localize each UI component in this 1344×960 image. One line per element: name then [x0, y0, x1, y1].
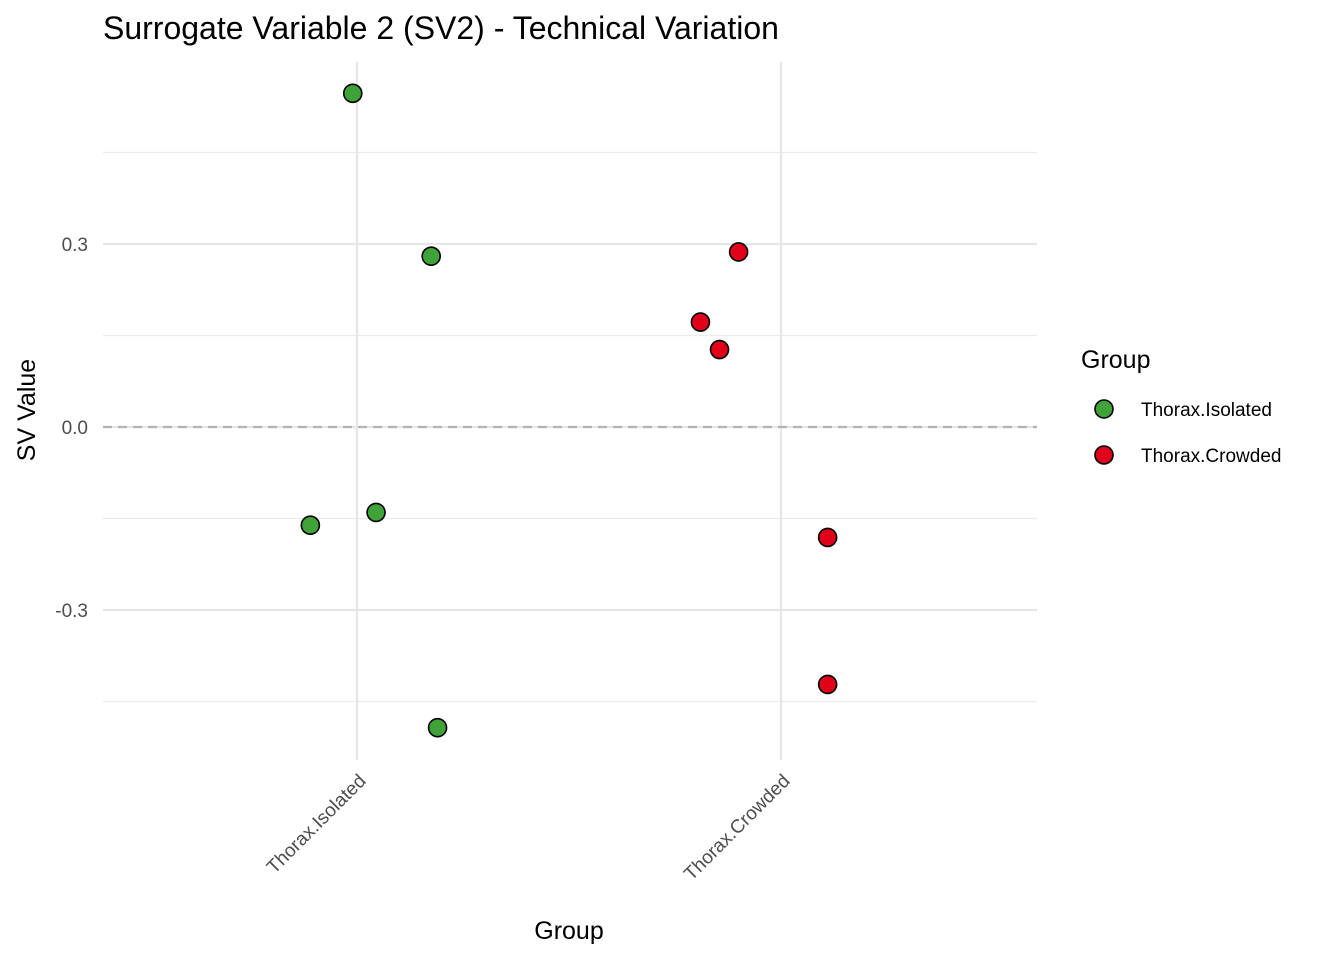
legend-label: Thorax.Isolated	[1141, 400, 1272, 421]
legend-label: Thorax.Crowded	[1141, 446, 1281, 467]
x-axis-title: Group	[534, 917, 603, 945]
data-point	[817, 527, 838, 548]
x-tick-label: Thorax.Crowded	[680, 771, 794, 885]
data-point	[817, 674, 838, 695]
minor-gridlines	[103, 151, 1037, 703]
y-tick-label: 0.0	[62, 418, 88, 439]
data-point	[421, 246, 442, 267]
y-axis-title: SV Value	[13, 359, 41, 461]
x-axis-tick-labels: Thorax.Isolated Thorax.Crowded	[263, 771, 794, 885]
data-point	[690, 312, 711, 332]
data-point	[366, 502, 386, 523]
data-point	[342, 83, 363, 104]
y-tick-label: 0.3	[62, 235, 88, 256]
y-axis-tick-labels: -0.3 0.0 0.3	[55, 235, 88, 622]
data-point	[427, 717, 448, 738]
data-point	[709, 339, 730, 360]
x-tick-label: Thorax.Isolated	[263, 771, 370, 878]
data-point	[728, 242, 749, 262]
legend: Group Thorax.Isolated Thorax.Crowded	[1081, 346, 1281, 467]
chart-title: Surrogate Variable 2 (SV2) - Technical V…	[103, 10, 779, 46]
legend-entries: Thorax.Isolated Thorax.Crowded	[1094, 399, 1281, 467]
legend-title: Group	[1081, 346, 1150, 374]
major-gridlines	[103, 62, 1037, 760]
data-point	[300, 515, 321, 536]
y-tick-label: -0.3	[55, 601, 88, 622]
data-points	[300, 83, 838, 738]
legend-key	[1094, 445, 1114, 465]
legend-key	[1094, 399, 1114, 419]
